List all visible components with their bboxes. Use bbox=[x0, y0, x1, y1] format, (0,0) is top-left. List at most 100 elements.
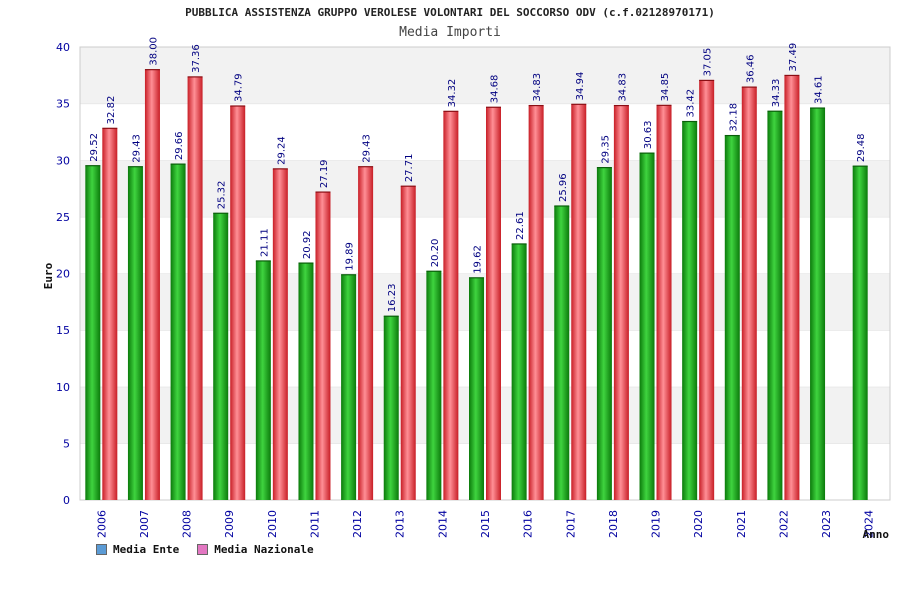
y-tick-label: 25 bbox=[56, 211, 70, 224]
data-label-ente: 20.20 bbox=[430, 239, 441, 268]
x-tick-label: 2017 bbox=[564, 510, 577, 538]
data-label-ente: 29.52 bbox=[89, 133, 100, 162]
x-tick-label: 2006 bbox=[95, 510, 108, 538]
bar-ente bbox=[724, 135, 740, 500]
bar-ente bbox=[298, 263, 314, 500]
legend-item-nazionale: Media Nazionale bbox=[197, 543, 314, 556]
bar-ente bbox=[426, 271, 442, 500]
bar-nazionale bbox=[102, 128, 118, 500]
data-label-nazionale: 27.19 bbox=[319, 159, 330, 188]
data-label-ente: 32.18 bbox=[728, 103, 739, 132]
bar-ente bbox=[170, 164, 186, 500]
data-label-nazionale: 37.05 bbox=[703, 48, 714, 77]
bar-ente bbox=[213, 213, 229, 500]
bar-nazionale bbox=[315, 192, 331, 501]
x-tick-label: 2018 bbox=[607, 510, 620, 538]
x-tick-label: 2023 bbox=[820, 510, 833, 538]
y-axis-label: Euro bbox=[42, 262, 55, 289]
data-label-ente: 29.43 bbox=[131, 134, 142, 163]
x-tick-label: 2007 bbox=[138, 510, 151, 538]
y-axis: 0 5 10 15 20 25 30 35 40 bbox=[56, 41, 70, 507]
y-tick-label: 15 bbox=[56, 324, 70, 337]
data-label-nazionale: 32.82 bbox=[106, 96, 117, 125]
data-label-nazionale: 29.24 bbox=[276, 136, 287, 165]
bar-ente bbox=[383, 316, 399, 500]
data-label-ente: 33.42 bbox=[686, 89, 697, 118]
x-tick-label: 2024 bbox=[863, 510, 876, 538]
data-label-ente: 16.23 bbox=[387, 284, 398, 313]
bar-nazionale bbox=[613, 105, 629, 501]
bar-ente bbox=[255, 260, 271, 500]
bar-nazionale bbox=[528, 105, 544, 501]
chart-subtitle: Media Importi bbox=[399, 25, 501, 40]
bars-group: 29.52 32.82 29.43 38.00 29.66 37.36 25.32 34.79… bbox=[85, 37, 868, 501]
data-label-nazionale: 34.85 bbox=[660, 73, 671, 102]
y-tick-label: 30 bbox=[56, 154, 70, 167]
x-tick-label: 2012 bbox=[351, 510, 364, 538]
bar-nazionale bbox=[486, 107, 501, 501]
legend-swatch-ente bbox=[96, 544, 107, 555]
data-label-nazionale: 37.36 bbox=[191, 44, 202, 73]
data-label-ente: 21.11 bbox=[259, 228, 270, 257]
x-tick-label: 2011 bbox=[308, 510, 321, 538]
x-tick-label: 2019 bbox=[650, 510, 663, 538]
x-tick-label: 2015 bbox=[479, 510, 492, 538]
x-tick-label: 2022 bbox=[777, 510, 790, 538]
x-tick-label: 2020 bbox=[692, 510, 705, 538]
data-label-nazionale: 27.71 bbox=[404, 154, 415, 183]
x-tick-label: 2021 bbox=[735, 510, 748, 538]
y-tick-label: 40 bbox=[56, 41, 70, 54]
bar-ente bbox=[85, 165, 101, 500]
y-tick-label: 35 bbox=[56, 98, 70, 111]
y-tick-label: 20 bbox=[56, 268, 70, 281]
data-label-nazionale: 38.00 bbox=[148, 37, 159, 66]
bar-ente bbox=[767, 111, 783, 500]
bar-nazionale bbox=[741, 87, 757, 500]
data-label-nazionale: 29.43 bbox=[362, 134, 373, 163]
x-tick-label: 2014 bbox=[436, 510, 449, 538]
data-label-ente: 22.61 bbox=[515, 211, 526, 240]
data-label-ente: 29.66 bbox=[174, 131, 185, 160]
bar-ente bbox=[810, 108, 826, 500]
bar-ente bbox=[469, 277, 484, 500]
data-label-nazionale: 34.68 bbox=[490, 75, 501, 104]
data-label-nazionale: 34.32 bbox=[447, 79, 458, 108]
y-tick-label: 0 bbox=[63, 494, 70, 507]
x-tick-label: 2008 bbox=[181, 510, 194, 538]
data-label-ente: 34.33 bbox=[771, 79, 782, 108]
bar-ente bbox=[852, 166, 868, 500]
bar-nazionale bbox=[571, 104, 587, 500]
bar-nazionale bbox=[784, 75, 800, 500]
bar-ente bbox=[639, 153, 655, 501]
bar-nazionale bbox=[400, 186, 416, 500]
data-label-ente: 19.62 bbox=[473, 245, 484, 274]
x-tick-label: 2010 bbox=[266, 510, 279, 538]
legend-item-ente: Media Ente bbox=[96, 543, 179, 556]
bar-ente bbox=[554, 206, 570, 501]
data-label-nazionale: 34.83 bbox=[532, 73, 543, 102]
bar-nazionale bbox=[443, 111, 459, 501]
legend-label-ente: Media Ente bbox=[113, 543, 180, 556]
data-label-ente: 25.96 bbox=[558, 173, 569, 202]
bar-nazionale bbox=[656, 105, 672, 500]
data-label-ente: 29.48 bbox=[856, 133, 867, 162]
x-axis-label: Anno bbox=[863, 528, 890, 541]
x-tick-label: 2009 bbox=[223, 510, 236, 538]
legend: Media Ente Media Nazionale bbox=[96, 543, 314, 556]
bar-nazionale bbox=[358, 166, 374, 500]
data-label-nazionale: 36.46 bbox=[745, 54, 756, 83]
chart-title: PUBBLICA ASSISTENZA GRUPPO VEROLESE VOLO… bbox=[185, 6, 715, 19]
x-tick-label: 2016 bbox=[522, 510, 535, 538]
bar-ente bbox=[341, 274, 357, 500]
data-label-nazionale: 34.94 bbox=[575, 72, 586, 101]
plot-frame bbox=[79, 46, 891, 501]
data-label-nazionale: 34.79 bbox=[234, 73, 245, 102]
x-tick-label: 2013 bbox=[394, 510, 407, 538]
data-label-ente: 30.63 bbox=[643, 120, 654, 149]
legend-swatch-nazionale bbox=[197, 544, 209, 555]
data-label-ente: 29.35 bbox=[600, 135, 611, 164]
legend-label-nazionale: Media Nazionale bbox=[214, 543, 314, 556]
bar-ente bbox=[127, 166, 143, 500]
data-label-nazionale: 34.83 bbox=[617, 73, 628, 102]
